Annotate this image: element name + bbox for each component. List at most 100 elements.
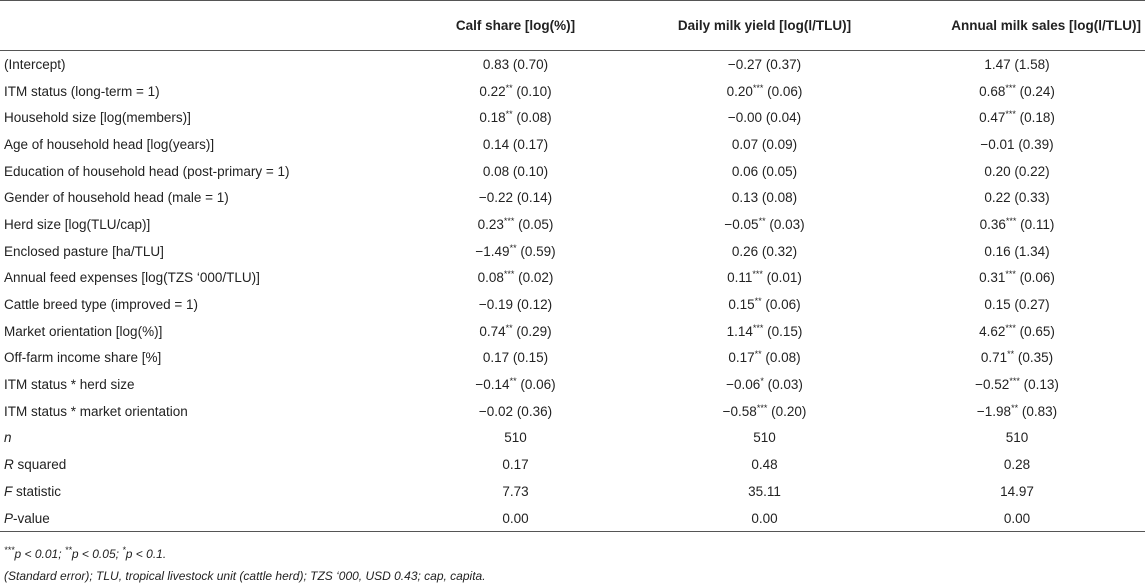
abbreviation-note: (Standard error); TLU, tropical livestoc… (4, 569, 486, 583)
row-label: ITM status * market orientation (4, 403, 188, 419)
coefficient-cell: 0.08*** (0.02) (391, 265, 640, 292)
row-label: Enclosed pasture [ha/TLU] (4, 243, 164, 259)
coefficient-cell: −0.22 (0.14) (391, 184, 640, 211)
table-row: ITM status (long-term = 1) 0.22** (0.10) 0… (0, 78, 1145, 105)
standard-error: (0.14) (513, 190, 553, 206)
coefficient: −0.01 (980, 136, 1015, 152)
stat-label-italic: P (4, 510, 14, 526)
standard-error: (0.17) (509, 136, 549, 152)
coefficient-cell: 0.26 (0.32) (640, 238, 889, 265)
coefficient: −0.00 (727, 110, 763, 126)
standard-error: (0.12) (513, 297, 553, 313)
coefficient-cell: −0.14** (0.06) (391, 371, 640, 398)
coefficient-cell: 0.83 (0.70) (391, 51, 640, 78)
standard-error: (0.33) (1010, 190, 1050, 206)
row-label: Off-farm income share [%] (4, 350, 162, 366)
standard-error: (0.09) (758, 136, 798, 152)
table-row: (Intercept) 0.83 (0.70) −0.27 (0.37) 1.47 (… (0, 51, 1145, 78)
stat-cell: 510 (504, 430, 527, 446)
coefficient-cell: −0.27 (0.37) (640, 51, 889, 78)
coefficient-cell: −1.49** (0.59) (391, 238, 640, 265)
row-label: Annual feed expenses [log(TZS ‘000/TLU)] (4, 270, 260, 286)
sig-stars: *** (4, 545, 15, 555)
sig-stars: * (122, 545, 126, 555)
significance-stars: ** (505, 109, 513, 120)
coefficient: 0.17 (482, 350, 510, 366)
row-label: Education of household head (post-primar… (4, 163, 290, 179)
coefficient-cell: 0.15** (0.06) (640, 291, 889, 318)
stat-cell: 14.97 (1000, 483, 1034, 499)
table-row: Herd size [log(TLU/cap)] 0.23*** (0.05) −0… (0, 211, 1145, 238)
stat-cell: 7.73 (502, 483, 529, 499)
coefficient: 0.15 (728, 297, 755, 313)
stat-cell: 0.48 (751, 457, 778, 473)
table-row: Education of household head (post-primar… (0, 158, 1145, 185)
coefficient-cell: 0.20 (0.22) (889, 158, 1145, 185)
standard-error: (0.08) (758, 190, 798, 206)
standard-error: (1.58) (1010, 56, 1050, 72)
coefficient: −0.02 (478, 403, 514, 419)
stat-label: F statistic (0, 478, 391, 505)
row-label: Household size [log(members)] (4, 110, 191, 126)
coefficient: 0.83 (482, 56, 510, 72)
coefficient-cell: 0.07 (0.09) (640, 131, 889, 158)
standard-error: (0.27) (1010, 297, 1050, 313)
coefficient-cell: 0.22 (0.33) (889, 184, 1145, 211)
standard-error: (0.06) (516, 377, 556, 393)
significance-stars: *** (1005, 215, 1017, 226)
header-daily-milk-yield: Daily milk yield [log(l/TLU)] (640, 0, 889, 51)
stat-cell: 0.28 (1003, 457, 1031, 473)
significance-stars: ** (754, 349, 762, 360)
standard-error: (0.01) (762, 270, 802, 286)
coefficient: −0.06 (726, 377, 761, 393)
coefficient-cell: −0.05** (0.03) (640, 211, 889, 238)
stat-label-italic: n (4, 430, 12, 446)
significance-stars: ** (505, 322, 513, 333)
coefficient: 1.14 (726, 323, 753, 339)
stat-row-r-squared: R squared 0.17 0.48 0.28 (0, 451, 1145, 478)
coefficient: 0.13 (731, 190, 759, 206)
coefficient: 0.08 (482, 163, 510, 179)
coefficient-cell: −0.58*** (0.20) (640, 398, 889, 425)
significance-stars: *** (756, 402, 768, 413)
coefficient-cell: 0.18** (0.08) (391, 104, 640, 131)
standard-error: (0.03) (765, 216, 805, 232)
standard-error: (0.22) (1010, 163, 1050, 179)
coefficient: 4.62 (979, 323, 1006, 339)
coefficient: 0.07 (731, 136, 759, 152)
coefficient-cell: 0.31*** (0.06) (889, 265, 1145, 292)
coefficient-cell: −0.19 (0.12) (391, 291, 640, 318)
significance-stars: *** (752, 82, 764, 93)
standard-error: (0.13) (1019, 377, 1059, 393)
stat-label: P-value (0, 504, 391, 533)
coefficient-cell: 0.06 (0.05) (640, 158, 889, 185)
standard-error: (0.06) (1015, 270, 1055, 286)
coefficient-cell: 0.22** (0.10) (391, 78, 640, 105)
stat-row-n: n 510 510 510 (0, 425, 1145, 452)
standard-error: (0.59) (516, 243, 556, 259)
coefficient: 0.22 (479, 83, 506, 99)
standard-error: (0.10) (512, 83, 552, 99)
standard-error: (0.70) (509, 56, 549, 72)
coefficient-cell: −1.98** (0.83) (889, 398, 1145, 425)
significance-stars: *** (1005, 82, 1016, 93)
coefficient: 0.31 (979, 270, 1006, 286)
row-label: Gender of household head (male = 1) (4, 190, 229, 206)
stat-cell: 0.00 (640, 504, 889, 533)
coefficient-cell: 4.62*** (0.65) (889, 318, 1145, 345)
coefficient: 0.15 (984, 297, 1011, 313)
standard-error: (1.34) (1010, 243, 1050, 259)
coefficient: 0.22 (984, 190, 1011, 206)
header-row: Calf share [log(%)] Daily milk yield [lo… (0, 0, 1145, 51)
coefficient: 0.74 (479, 323, 506, 339)
stat-label: n (0, 425, 391, 452)
coefficient: 0.26 (731, 243, 759, 259)
coefficient-cell: −0.06* (0.03) (640, 371, 889, 398)
coefficient-cell: 0.14 (0.17) (391, 131, 640, 158)
header-annual-milk-sales: Annual milk sales [log(l/TLU)] (889, 0, 1145, 51)
regression-table: Calf share [log(%)] Daily milk yield [lo… (0, 0, 1145, 533)
coefficient-cell: 1.14*** (0.15) (640, 318, 889, 345)
standard-error: (0.18) (1015, 110, 1055, 126)
significance-stars: *** (1009, 376, 1020, 387)
significance-stars: *** (1005, 109, 1016, 120)
